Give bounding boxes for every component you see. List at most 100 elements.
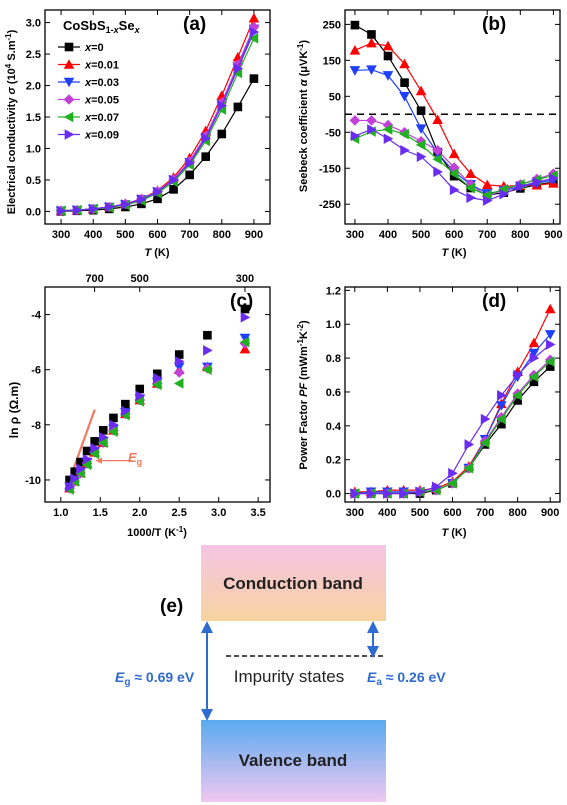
panel-c-x-axis-title: 1000/T (K-1) [127,525,187,539]
panel-d-y-axis-title: Power Factor PF (mWm-1K-2) [296,320,310,470]
panel-d-x-tick-label: 900 [541,507,559,519]
panel-a-y-tick-label: 3.0 [26,18,41,30]
panel-c-point-0 [82,446,92,456]
panel-d-point-4 [463,462,474,474]
legend-label-var-2: x [84,77,92,89]
panel-b-x-tick-label: 600 [445,229,463,241]
panel-b-point-0 [367,30,376,39]
panel-b-x-axis-title: T (K) [441,247,466,259]
panel-b-point-4 [432,153,442,165]
panel-a-point-5 [104,201,115,213]
panel-d-point-5 [399,488,409,499]
legend-label-value-5: =0.09 [91,130,119,142]
panel-a-point-0 [233,102,243,112]
panel-b-point-4 [399,128,409,140]
panel-d-point-4 [544,356,555,367]
panel-a-point-0 [217,129,227,139]
panel-b-point-5 [532,176,543,188]
panel-a-point-0 [153,194,162,204]
ea-value-label: Ea ≈ 0.26 eV [367,669,446,688]
panel-b-point-5 [449,184,460,196]
panel-c-top-tick-label: 500 [131,273,149,285]
panel-b-label: (b) [482,14,506,35]
panel-b-y-tick-label: 50 [329,91,341,103]
panel-c-point-4 [97,437,108,449]
legend-label-var-0: x [84,42,92,54]
panel-b-point-1 [349,44,361,55]
panel-c-point-4 [202,364,212,375]
panel-c-point-5 [121,405,131,417]
panel-a-label: (a) [183,14,206,35]
panel-d-point-5 [431,481,442,493]
panel-a-point-0 [169,185,178,194]
panel-b-point-1 [366,37,377,48]
legend-label-var-3: x [84,95,92,107]
panel-c-point-0 [174,350,184,359]
legend-label-var-1: x [84,60,92,72]
panel-d-y-tick-label: 0.8 [326,353,341,365]
panel-c-point-4 [134,396,145,407]
panel-b-x-tick-label: 500 [412,229,430,241]
panel-c-point-5 [90,442,100,454]
panel-a-point-5 [169,174,179,186]
panel-c-point-5 [109,419,119,431]
panel-b-point-4 [415,139,426,151]
panel-d-point-2 [528,348,540,359]
panel-c-top-tick-label: 700 [85,273,103,285]
panel-b-x-tick-label: 900 [544,229,562,241]
panel-b-y-tick-label: 250 [323,19,341,31]
panel-b-point-5 [466,192,476,204]
panel-c-point-0 [203,330,212,340]
panel-b-point-3 [349,115,361,126]
panel-d-point-2 [496,401,507,411]
panel-c-point-0 [98,426,108,435]
panel-c-x-tick-label: 2.5 [172,507,187,519]
panel-a-point-5 [88,203,99,215]
panel-c-point-0 [135,384,145,394]
panel-d-y-tick-label: 1.0 [326,319,341,331]
panel-b-y-tick-label: 150 [323,55,341,67]
panel-a-point-5 [185,157,195,169]
panel-a-y-tick-label: 2.5 [26,49,41,61]
panel-a-x-tick-label: 700 [180,229,198,241]
legend-marker-4 [63,111,74,123]
panel-a-y-tick-label: 0.5 [26,175,41,187]
panel-c-resistivity: 1.0 1.5 2.0 2.5 3.0 3.5 -4 -6 -8 -10 700 500 300 (c)… [7,273,271,539]
panel-b-point-5 [416,151,427,163]
panel-b-point-5 [516,180,526,192]
panel-b-point-5 [383,133,394,145]
legend-marker-5 [64,129,75,140]
panel-c-point-5 [98,431,109,443]
panel-a-point-3 [248,21,260,33]
panel-d-x-tick-label: 600 [443,507,461,519]
panel-d-point-5 [529,352,540,364]
panel-b-point-3 [432,144,443,156]
panel-c-point-5 [203,345,213,356]
panel-c-point-4 [108,426,118,438]
panel-d-label: (d) [482,291,506,312]
panel-b-point-4 [498,183,509,195]
legend-label-var-4: x [84,112,92,124]
legend-label-3: x=0.05 [84,95,119,107]
panel-a-conductivity: 300 400 500 600 700 800 900 0.0 0.5 1.0 1.5 2.0 2.5 3… [4,9,271,259]
panel-a-x-tick-label: 500 [116,229,134,241]
panel-a-y-axis-title: Electrical conductivity σ (104 S.m-1) [4,29,18,214]
panel-c-point-5 [240,312,251,323]
panel-d-point-4 [496,413,506,425]
panel-b-point-3 [448,162,460,173]
valence-band [201,720,386,802]
panel-d-point-1 [544,303,556,314]
panel-d-point-5 [448,467,458,479]
panel-b-point-0 [400,78,409,87]
panel-d-y-tick-label: 0.4 [326,421,342,433]
panel-b-point-0 [416,106,426,116]
panel-b-point-1 [432,114,443,124]
panel-a-x-tick-label: 800 [213,229,231,241]
panel-d-series-line-2 [354,334,551,495]
panel-a-x-tick-label: 600 [148,229,166,241]
panel-d-point-5 [464,439,475,450]
panel-c-point-4 [239,336,250,348]
panel-b-seebeck: 300 400 500 600 700 800 900 250 150 50 -50 -150 -250… [296,9,563,259]
panel-a-point-0 [201,152,211,161]
panel-d-point-4 [447,478,457,489]
